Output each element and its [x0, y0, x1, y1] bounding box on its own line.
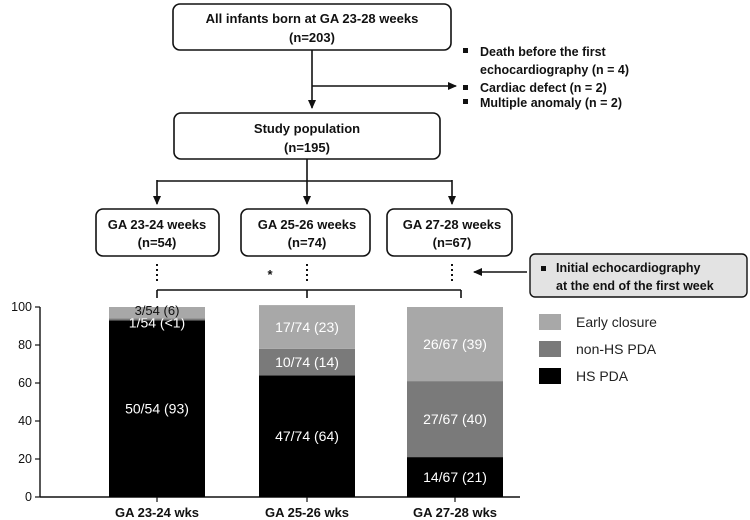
group-3-count: (n=67) [433, 235, 472, 250]
bar-data-label: 14/67 (21) [423, 469, 487, 485]
top-box-count: (n=203) [289, 30, 335, 45]
x-category-label: GA 27-28 wks [413, 505, 497, 520]
exclusion-anomaly: Multiple anomaly (n = 2) [480, 96, 622, 110]
y-tick-label: 60 [18, 376, 32, 390]
bar-segment [407, 307, 503, 382]
y-tick-label: 20 [18, 452, 32, 466]
bar-data-label: 27/67 (40) [423, 411, 487, 427]
note-line1: Initial echocardiography [556, 261, 701, 275]
bar-segment [259, 375, 355, 497]
bar-segment [109, 307, 205, 319]
bars-layer: 50/54 (93)1/54 (<1)3/54 (6)47/74 (64)10/… [109, 303, 503, 497]
legend-swatch [539, 314, 561, 330]
exclusion-death-line2: echocardiography (n = 4) [480, 63, 629, 77]
bar-data-label: 17/74 (23) [275, 319, 339, 335]
bar-segment [109, 320, 205, 497]
exclusion-cardiac: Cardiac defect (n = 2) [480, 81, 607, 95]
y-tick-label: 100 [11, 300, 32, 314]
group-1-title: GA 23-24 weeks [108, 217, 207, 232]
legend-swatch [539, 368, 561, 384]
significance-asterisk: * [267, 267, 273, 282]
exclusion-death-line1: Death before the first [480, 45, 607, 59]
group-2-count: (n=74) [288, 235, 327, 250]
x-axis-labels: GA 23-24 wks GA 25-26 wks GA 27-28 wks [115, 497, 497, 520]
legend: Early closure non-HS PDA HS PDA [539, 314, 657, 384]
note-line2: at the end of the first week [556, 279, 714, 293]
bar-segment [259, 305, 355, 349]
group-box-23-24: GA 23-24 weeks (n=54) [95, 208, 220, 257]
bar-segment [109, 318, 205, 321]
x-category-label: GA 25-26 wks [265, 505, 349, 520]
y-tick-label: 80 [18, 338, 32, 352]
group-2-title: GA 25-26 weeks [258, 217, 357, 232]
bar-data-label: 50/54 (93) [125, 401, 189, 417]
group-box-27-28: GA 27-28 weeks (n=67) [386, 208, 513, 257]
legend-label: Early closure [576, 314, 657, 330]
study-box-count: (n=195) [284, 140, 330, 155]
group-box-25-26: GA 25-26 weeks (n=74) [240, 208, 371, 257]
bar-segment [407, 381, 503, 458]
x-category-label: GA 23-24 wks [115, 505, 199, 520]
top-box: All infants born at GA 23-28 weeks (n=20… [172, 3, 452, 51]
group-1-count: (n=54) [138, 235, 177, 250]
study-box-title: Study population [254, 121, 360, 136]
echocardiography-note-box: Initial echocardiography at the end of t… [529, 253, 748, 298]
exclusion-list: Death before the first echocardiography … [463, 45, 629, 110]
bar-segment [407, 457, 503, 497]
legend-label: HS PDA [576, 368, 629, 384]
bar-data-label: 47/74 (64) [275, 428, 339, 444]
group-3-title: GA 27-28 weeks [403, 217, 502, 232]
y-tick-label: 0 [25, 490, 32, 504]
top-box-title: All infants born at GA 23-28 weeks [206, 11, 419, 26]
bar-data-label: 26/67 (39) [423, 336, 487, 352]
legend-label: non-HS PDA [576, 341, 657, 357]
study-box: Study population (n=195) [173, 112, 441, 160]
y-tick-label: 40 [18, 414, 32, 428]
bar-data-label: 10/74 (14) [275, 354, 339, 370]
bar-segment [259, 348, 355, 376]
legend-swatch [539, 341, 561, 357]
bar-data-label: 3/54 (6) [135, 303, 180, 318]
